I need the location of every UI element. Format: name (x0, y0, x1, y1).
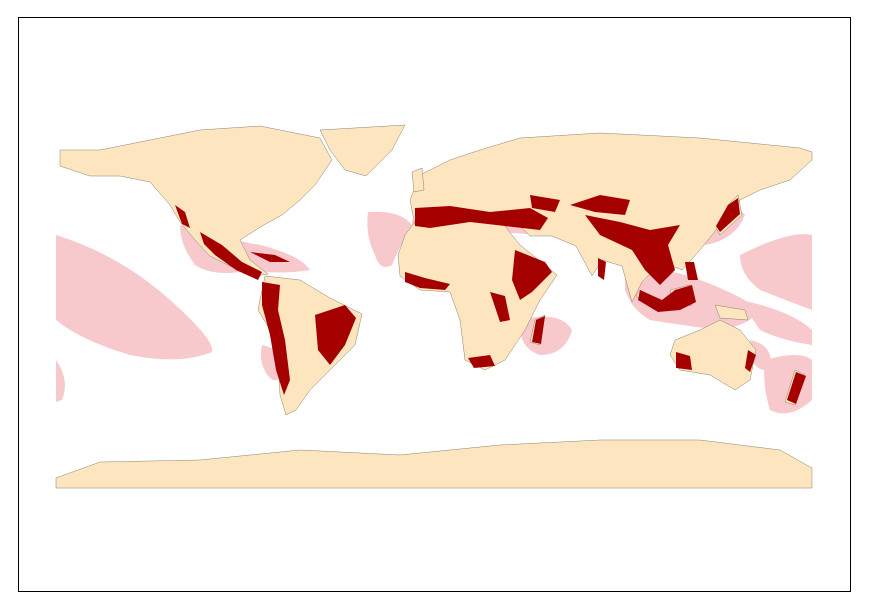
west-pacific-buffer (740, 234, 812, 310)
antarctica (55, 439, 813, 489)
east-australia-hotspot (745, 350, 756, 372)
australia-buffer (750, 340, 771, 371)
north-america (59, 125, 333, 277)
pacific-buffer-small (56, 360, 65, 402)
sundaland-hotspot (638, 285, 696, 312)
new-zealand-hotspot (787, 372, 806, 404)
west-africa-hotspot (405, 272, 450, 290)
sw-australia-hotspot (676, 352, 692, 370)
madagascar-hotspot (532, 316, 545, 344)
horn-of-africa-hotspot (512, 250, 552, 300)
caucasus-hotspot (530, 195, 560, 212)
mediterranean-hotspot (415, 206, 548, 230)
caribbean-hotspot (250, 252, 290, 262)
cerrado-hotspot (315, 305, 356, 365)
melanesia-buffer (740, 300, 812, 345)
himalaya-hotspot (585, 215, 680, 285)
nz-buffer (764, 355, 812, 414)
eurasia (409, 132, 813, 303)
east-africa-hotspot (490, 292, 510, 322)
atlantic-buffer (367, 211, 412, 268)
britain (411, 167, 425, 193)
pacific-buffer (56, 235, 213, 360)
new-guinea (714, 304, 749, 321)
western-ghats-hotspot (598, 258, 606, 280)
central-asia-hotspot (570, 195, 630, 215)
madagascar-buffer (519, 316, 572, 355)
mesoamerica-hotspot (200, 232, 262, 280)
greenland (319, 124, 406, 177)
cape-hotspot (468, 355, 495, 368)
philippines-hotspot (685, 262, 698, 280)
andes-hotspot (262, 282, 290, 395)
california-hotspot (175, 205, 190, 228)
japan-hotspot (716, 198, 740, 232)
hotspots (175, 195, 806, 404)
